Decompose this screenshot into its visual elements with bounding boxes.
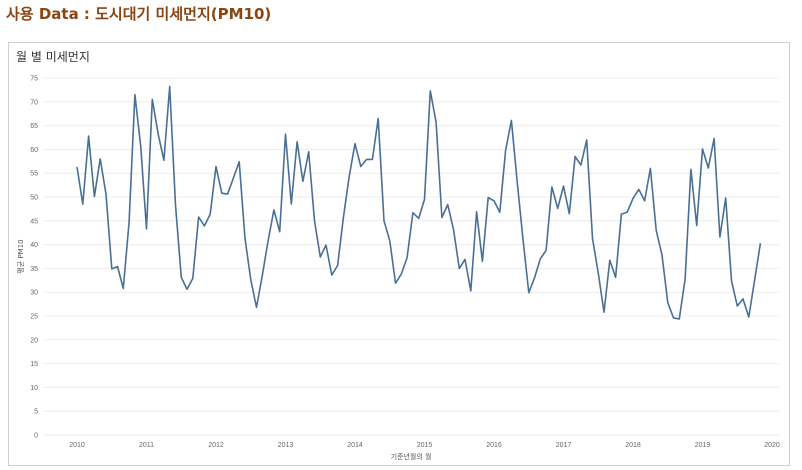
y-tick-label: 50: [30, 195, 38, 202]
x-tick-label: 2018: [625, 442, 641, 449]
y-tick-label: 45: [30, 218, 38, 225]
y-tick-label: 60: [30, 147, 38, 154]
y-axis-label: 평균 PM10: [16, 239, 25, 273]
y-tick-label: 75: [30, 76, 38, 83]
series-line: [76, 85, 762, 320]
y-tick-label: 25: [30, 314, 38, 321]
x-axis-label: 기준년월의 월: [391, 452, 432, 461]
page-title: 사용 Data : 도시대기 미세먼지(PM10): [6, 5, 272, 23]
y-tick-label: 70: [30, 99, 38, 106]
chart-title: 월 별 미세먼지: [16, 50, 90, 64]
y-tick-label: 10: [30, 385, 38, 392]
y-tick-label: 35: [30, 266, 38, 273]
x-tick-label: 2013: [278, 442, 294, 449]
y-tick-label: 0: [34, 433, 38, 440]
x-tick-label: 2016: [486, 442, 502, 449]
x-tick-label: 2020: [764, 442, 780, 449]
chart-panel: 월 별 미세먼지 0 5 10 15 20 25 30 35 40 45 50 55 60 65 70 75 2…: [8, 42, 790, 466]
line-chart: 0 5 10 15 20 25 30 35 40 45 50 55 60 65 70 75 2010 2011 20…: [16, 76, 780, 462]
y-tick-label: 20: [30, 337, 38, 344]
y-tick-label: 15: [30, 361, 38, 368]
x-tick-label: 2015: [417, 442, 433, 449]
x-tick-label: 2019: [695, 442, 711, 449]
y-tick-label: 5: [34, 409, 38, 416]
x-tick-label: 2011: [139, 442, 154, 449]
x-tick-label: 2010: [69, 442, 85, 449]
y-tick-label: 40: [30, 242, 38, 249]
y-tick-label: 30: [30, 290, 38, 297]
x-tick-label: 2017: [556, 442, 572, 449]
x-tick-label: 2012: [208, 442, 224, 449]
y-tick-label: 65: [30, 123, 38, 130]
y-tick-label: 55: [30, 171, 38, 178]
x-tick-label: 2014: [347, 442, 363, 449]
